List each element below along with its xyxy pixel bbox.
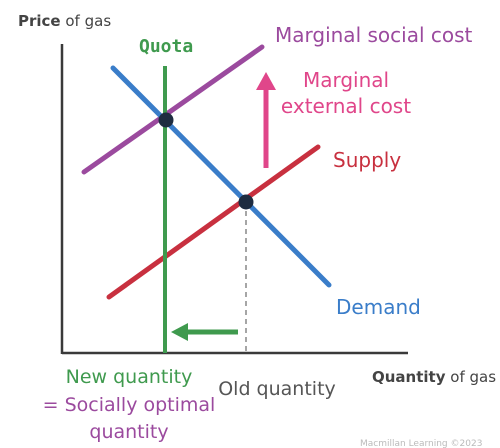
y-axis-title: Price of gas [18,12,111,30]
x-axis-title: Quantity of gas [372,368,496,386]
msc-label: Marginal social cost [275,23,473,47]
new-quantity-label-line3: quantity [89,421,168,443]
x-axis-title-rest: of gas [446,368,497,386]
mec-arrow-head [256,72,276,90]
demand-curve [110,65,332,288]
mec-label-line1: Marginal [303,68,389,92]
quota-label: Quota [139,36,193,57]
y-axis-title-rest: of gas [61,12,112,30]
new-quantity-label-line1: New quantity [66,366,193,388]
credit-text: Macmillan Learning ©2023 [360,439,482,448]
y-axis-title-bold: Price [18,12,61,30]
x-axis-title-bold: Quantity [372,368,446,386]
supply-curve [106,144,321,300]
supply-label: Supply [333,148,401,172]
old-quantity-label: Old quantity [218,378,336,400]
new-quantity-label-line2: = Socially optimal [43,394,216,416]
mec-label-line2: external cost [281,94,411,118]
social-optimum-point [158,112,174,128]
market-equilibrium-point [238,194,254,210]
demand-label: Demand [336,295,421,319]
quantity-arrow-head [171,323,188,341]
msc-curve [81,44,265,175]
